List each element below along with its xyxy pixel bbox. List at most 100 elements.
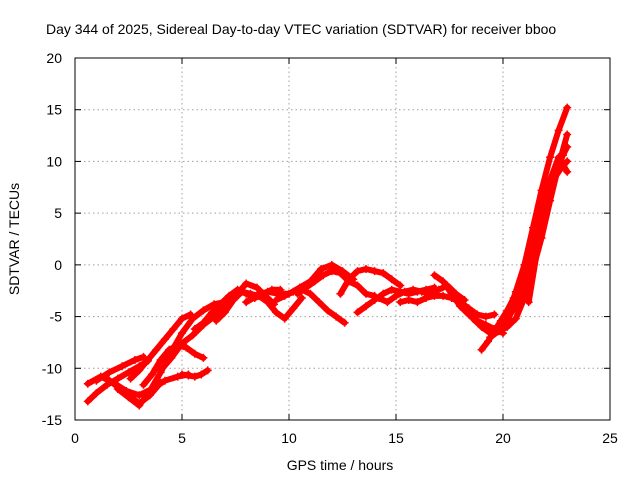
data-point	[353, 281, 362, 290]
data-point	[464, 310, 473, 319]
data-point	[477, 345, 486, 354]
data-point	[113, 374, 122, 383]
data-point	[529, 236, 537, 244]
data-point	[370, 267, 379, 276]
data-point	[83, 379, 92, 388]
data-series	[83, 103, 572, 410]
data-point	[156, 366, 165, 375]
y-tick-label: -15	[42, 412, 62, 428]
series-track-03	[92, 352, 148, 385]
data-point	[263, 287, 272, 296]
data-point	[511, 291, 520, 300]
data-point	[310, 277, 319, 286]
data-point	[167, 353, 176, 362]
data-point	[178, 329, 186, 338]
data-point	[130, 356, 139, 364]
data-point	[319, 271, 328, 280]
data-point	[199, 306, 208, 315]
data-point	[203, 366, 212, 375]
data-point	[520, 269, 529, 278]
data-point	[336, 289, 345, 298]
data-point	[563, 157, 572, 166]
data-point	[103, 374, 112, 383]
data-point	[263, 298, 272, 307]
data-point	[456, 302, 465, 311]
data-point	[563, 142, 572, 151]
data-point	[379, 269, 388, 278]
x-tick-label: 5	[178, 430, 186, 446]
data-point	[182, 343, 191, 352]
data-point	[481, 312, 490, 321]
data-point	[362, 302, 370, 311]
data-point	[558, 161, 567, 170]
data-point	[422, 294, 430, 302]
data-point	[409, 285, 418, 294]
series-track-09	[178, 366, 212, 381]
data-point	[353, 308, 362, 317]
data-point	[554, 153, 563, 162]
data-point	[139, 352, 148, 361]
y-tick-label: -5	[50, 309, 63, 325]
data-point	[124, 393, 133, 402]
data-point	[302, 283, 311, 292]
data-point	[430, 291, 439, 300]
data-point	[332, 312, 341, 321]
data-point	[165, 345, 174, 354]
y-tick-label: -10	[42, 360, 62, 376]
data-point	[353, 267, 362, 276]
series-trace	[504, 154, 571, 326]
data-point	[477, 322, 486, 331]
data-point	[396, 298, 405, 307]
data-point	[83, 397, 92, 406]
data-point	[143, 356, 152, 364]
data-point	[169, 325, 178, 333]
data-point	[546, 153, 555, 162]
series-trace	[337, 266, 404, 297]
data-point	[554, 126, 563, 135]
data-point	[387, 275, 396, 284]
data-point	[340, 318, 349, 327]
series-trace	[157, 280, 277, 374]
data-point	[336, 269, 345, 278]
series-track-06	[126, 310, 195, 383]
data-point	[379, 289, 388, 298]
data-point	[469, 314, 477, 323]
data-point	[145, 387, 154, 395]
x-tick-label: 10	[281, 430, 297, 446]
data-point	[160, 335, 169, 344]
data-point	[199, 353, 208, 362]
data-point	[392, 291, 400, 300]
data-point	[135, 391, 144, 400]
data-point	[105, 368, 114, 377]
data-point	[118, 362, 127, 371]
data-point	[208, 308, 216, 317]
data-point	[306, 289, 315, 298]
data-point	[197, 370, 206, 379]
y-axis-label: SDTVAR / TECUs	[6, 183, 22, 295]
x-tick-label: 20	[495, 430, 511, 446]
data-point	[178, 314, 186, 323]
data-point	[289, 304, 298, 313]
data-point	[503, 318, 512, 327]
data-point	[524, 298, 533, 307]
data-point	[323, 306, 332, 315]
data-point	[242, 279, 251, 288]
data-point	[190, 325, 199, 333]
data-point	[178, 339, 186, 348]
data-point	[434, 285, 443, 294]
plot-frame	[74, 57, 611, 421]
series-trace	[294, 268, 378, 299]
data-point	[344, 275, 353, 284]
data-point	[152, 345, 161, 354]
data-point	[124, 368, 133, 377]
data-point	[272, 296, 281, 304]
y-tick-label: 10	[46, 153, 62, 169]
data-point	[139, 380, 148, 389]
data-point	[439, 277, 448, 286]
data-point	[252, 291, 261, 300]
data-point	[563, 167, 572, 176]
data-point	[490, 310, 499, 319]
series-trace	[140, 342, 207, 388]
data-point	[387, 285, 396, 294]
x-tick-label: 15	[388, 430, 404, 446]
